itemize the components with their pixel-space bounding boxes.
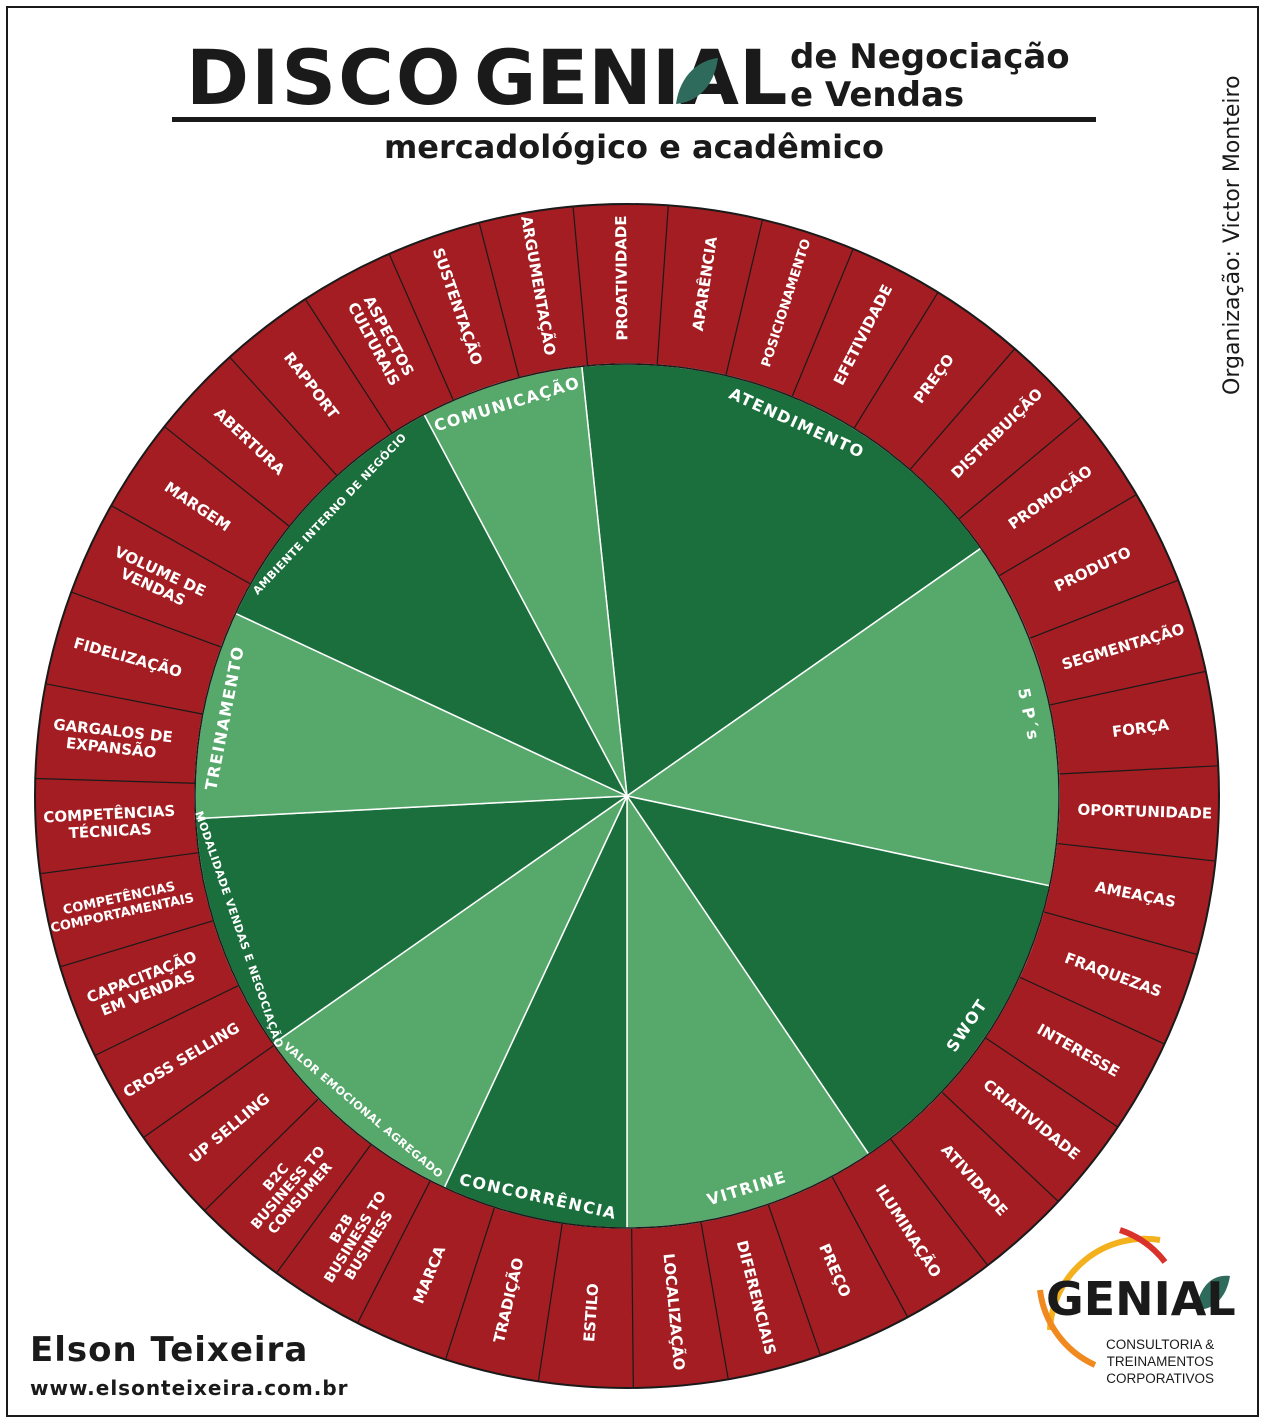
ring-divider bbox=[725, 219, 764, 376]
ring-divider bbox=[40, 852, 199, 875]
ring-divider bbox=[700, 1221, 729, 1380]
ring-item-label: PROATIVIDADE bbox=[612, 215, 631, 340]
logo-line2: TREINAMENTOS bbox=[1106, 1354, 1214, 1369]
ring-divider bbox=[909, 348, 1016, 470]
ring-divider bbox=[445, 1207, 496, 1360]
ring-divider bbox=[143, 1044, 275, 1138]
ring-divider bbox=[71, 591, 222, 648]
title-disco: DISCO bbox=[186, 33, 463, 122]
title-rule bbox=[172, 117, 1096, 122]
author-website[interactable]: www.elsonteixeira.com.br bbox=[30, 1376, 349, 1400]
ring-divider bbox=[110, 505, 251, 585]
ring-divider bbox=[998, 493, 1137, 577]
ring-divider bbox=[767, 1204, 822, 1356]
ring-divider bbox=[1029, 579, 1179, 640]
title-side-line1: de Negociação bbox=[790, 37, 1070, 77]
ring-divider bbox=[572, 206, 589, 366]
ring-divider bbox=[984, 1037, 1119, 1128]
ring-item: ESTILO bbox=[580, 1283, 602, 1343]
ring-divider bbox=[1056, 842, 1216, 862]
ring-divider bbox=[1049, 670, 1206, 706]
ring-item-label: TÉCNICAS bbox=[68, 819, 152, 842]
ring-divider bbox=[229, 356, 338, 477]
ring-divider bbox=[478, 222, 520, 378]
logo-subtitle: CONSULTORIA & TREINAMENTOS CORPORATIVOS bbox=[1106, 1336, 1214, 1387]
logo-brand: GENIAL bbox=[1046, 1272, 1236, 1326]
inner-border bbox=[194, 363, 1060, 1229]
ring-item: OPORTUNIDADE bbox=[1077, 801, 1212, 823]
ring-divider bbox=[388, 253, 454, 401]
ring-divider bbox=[537, 1223, 563, 1382]
subtitle: mercadológico e acadêmico bbox=[383, 128, 885, 166]
ring-item-label: ESTILO bbox=[580, 1283, 602, 1343]
ring-divider bbox=[60, 920, 214, 968]
ring-divider bbox=[791, 248, 854, 398]
author-name: Elson Teixeira bbox=[30, 1330, 309, 1370]
title-side: de Negociação e Vendas bbox=[790, 38, 1070, 114]
ring-divider bbox=[1019, 976, 1165, 1045]
ring-divider bbox=[831, 1176, 909, 1318]
ring-divider bbox=[941, 1091, 1059, 1202]
title-brand: GENIAL bbox=[474, 33, 788, 122]
ring-divider bbox=[1043, 911, 1198, 956]
ring-item-label: OPORTUNIDADE bbox=[1077, 801, 1212, 823]
ring-divider bbox=[631, 1227, 634, 1388]
ring-divider bbox=[656, 205, 669, 366]
inner-sectors bbox=[194, 363, 1060, 1229]
page-frame bbox=[6, 6, 1259, 1417]
ring-divider bbox=[889, 1138, 989, 1266]
ring-divider bbox=[204, 1098, 320, 1212]
ring-divider bbox=[94, 984, 239, 1057]
ring-divider bbox=[35, 777, 196, 784]
ring-divider bbox=[45, 683, 203, 715]
logo-line3: CORPORATIVOS bbox=[1106, 1371, 1215, 1386]
ring-item: PROATIVIDADE bbox=[612, 215, 631, 340]
ring-divider bbox=[853, 291, 939, 429]
ring-divider bbox=[958, 416, 1082, 520]
ring-divider bbox=[164, 426, 290, 527]
logo-line1: CONSULTORIA & bbox=[1106, 1337, 1215, 1352]
ring-divider bbox=[304, 298, 393, 434]
title-side-line2: e Vendas bbox=[790, 75, 965, 115]
ring-divider bbox=[275, 1143, 372, 1274]
ring-divider bbox=[1058, 765, 1219, 775]
ring-divider bbox=[356, 1180, 431, 1324]
